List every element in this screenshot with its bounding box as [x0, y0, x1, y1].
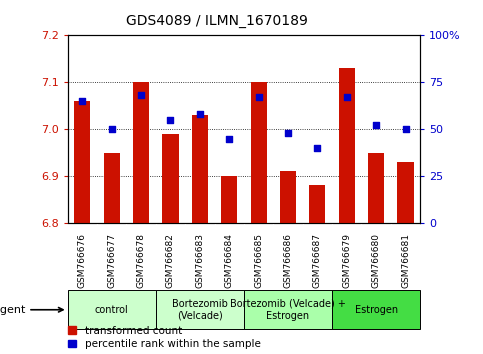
Bar [368, 153, 384, 223]
Text: GDS4089 / ILMN_1670189: GDS4089 / ILMN_1670189 [127, 14, 308, 28]
Point [167, 117, 174, 123]
Text: GSM766678: GSM766678 [137, 233, 145, 288]
Text: GSM766677: GSM766677 [107, 233, 116, 288]
Point [108, 126, 115, 132]
FancyBboxPatch shape [244, 290, 332, 329]
Text: GSM766682: GSM766682 [166, 233, 175, 288]
Point [284, 130, 292, 136]
FancyBboxPatch shape [156, 290, 244, 329]
Text: GSM766683: GSM766683 [195, 233, 204, 288]
Text: GSM766679: GSM766679 [342, 233, 351, 288]
Point [343, 95, 351, 100]
FancyBboxPatch shape [68, 290, 156, 329]
Text: GSM766681: GSM766681 [401, 233, 410, 288]
Point [372, 122, 380, 128]
Text: GSM766680: GSM766680 [371, 233, 381, 288]
Point [313, 145, 321, 151]
Text: Estrogen: Estrogen [355, 305, 398, 315]
Bar [339, 68, 355, 223]
Bar [280, 171, 296, 223]
Point [137, 93, 145, 98]
Bar [251, 82, 267, 223]
Point [78, 98, 86, 104]
Point [226, 136, 233, 142]
FancyBboxPatch shape [332, 290, 420, 329]
Text: GSM766676: GSM766676 [78, 233, 87, 288]
Text: GSM766686: GSM766686 [284, 233, 293, 288]
Bar [309, 185, 326, 223]
Text: agent: agent [0, 305, 63, 315]
Text: GSM766684: GSM766684 [225, 233, 234, 288]
Point [402, 126, 410, 132]
Text: Bortezomib (Velcade) +
Estrogen: Bortezomib (Velcade) + Estrogen [230, 299, 346, 321]
Point [196, 112, 204, 117]
Bar [221, 176, 237, 223]
Legend: transformed count, percentile rank within the sample: transformed count, percentile rank withi… [68, 326, 260, 349]
Bar [162, 134, 179, 223]
Bar [74, 101, 90, 223]
Text: GSM766685: GSM766685 [254, 233, 263, 288]
Bar [133, 82, 149, 223]
Bar [192, 115, 208, 223]
Point [255, 95, 262, 100]
Bar [104, 153, 120, 223]
Text: GSM766687: GSM766687 [313, 233, 322, 288]
Text: Bortezomib
(Velcade): Bortezomib (Velcade) [172, 299, 228, 321]
Bar [398, 162, 413, 223]
Text: control: control [95, 305, 128, 315]
